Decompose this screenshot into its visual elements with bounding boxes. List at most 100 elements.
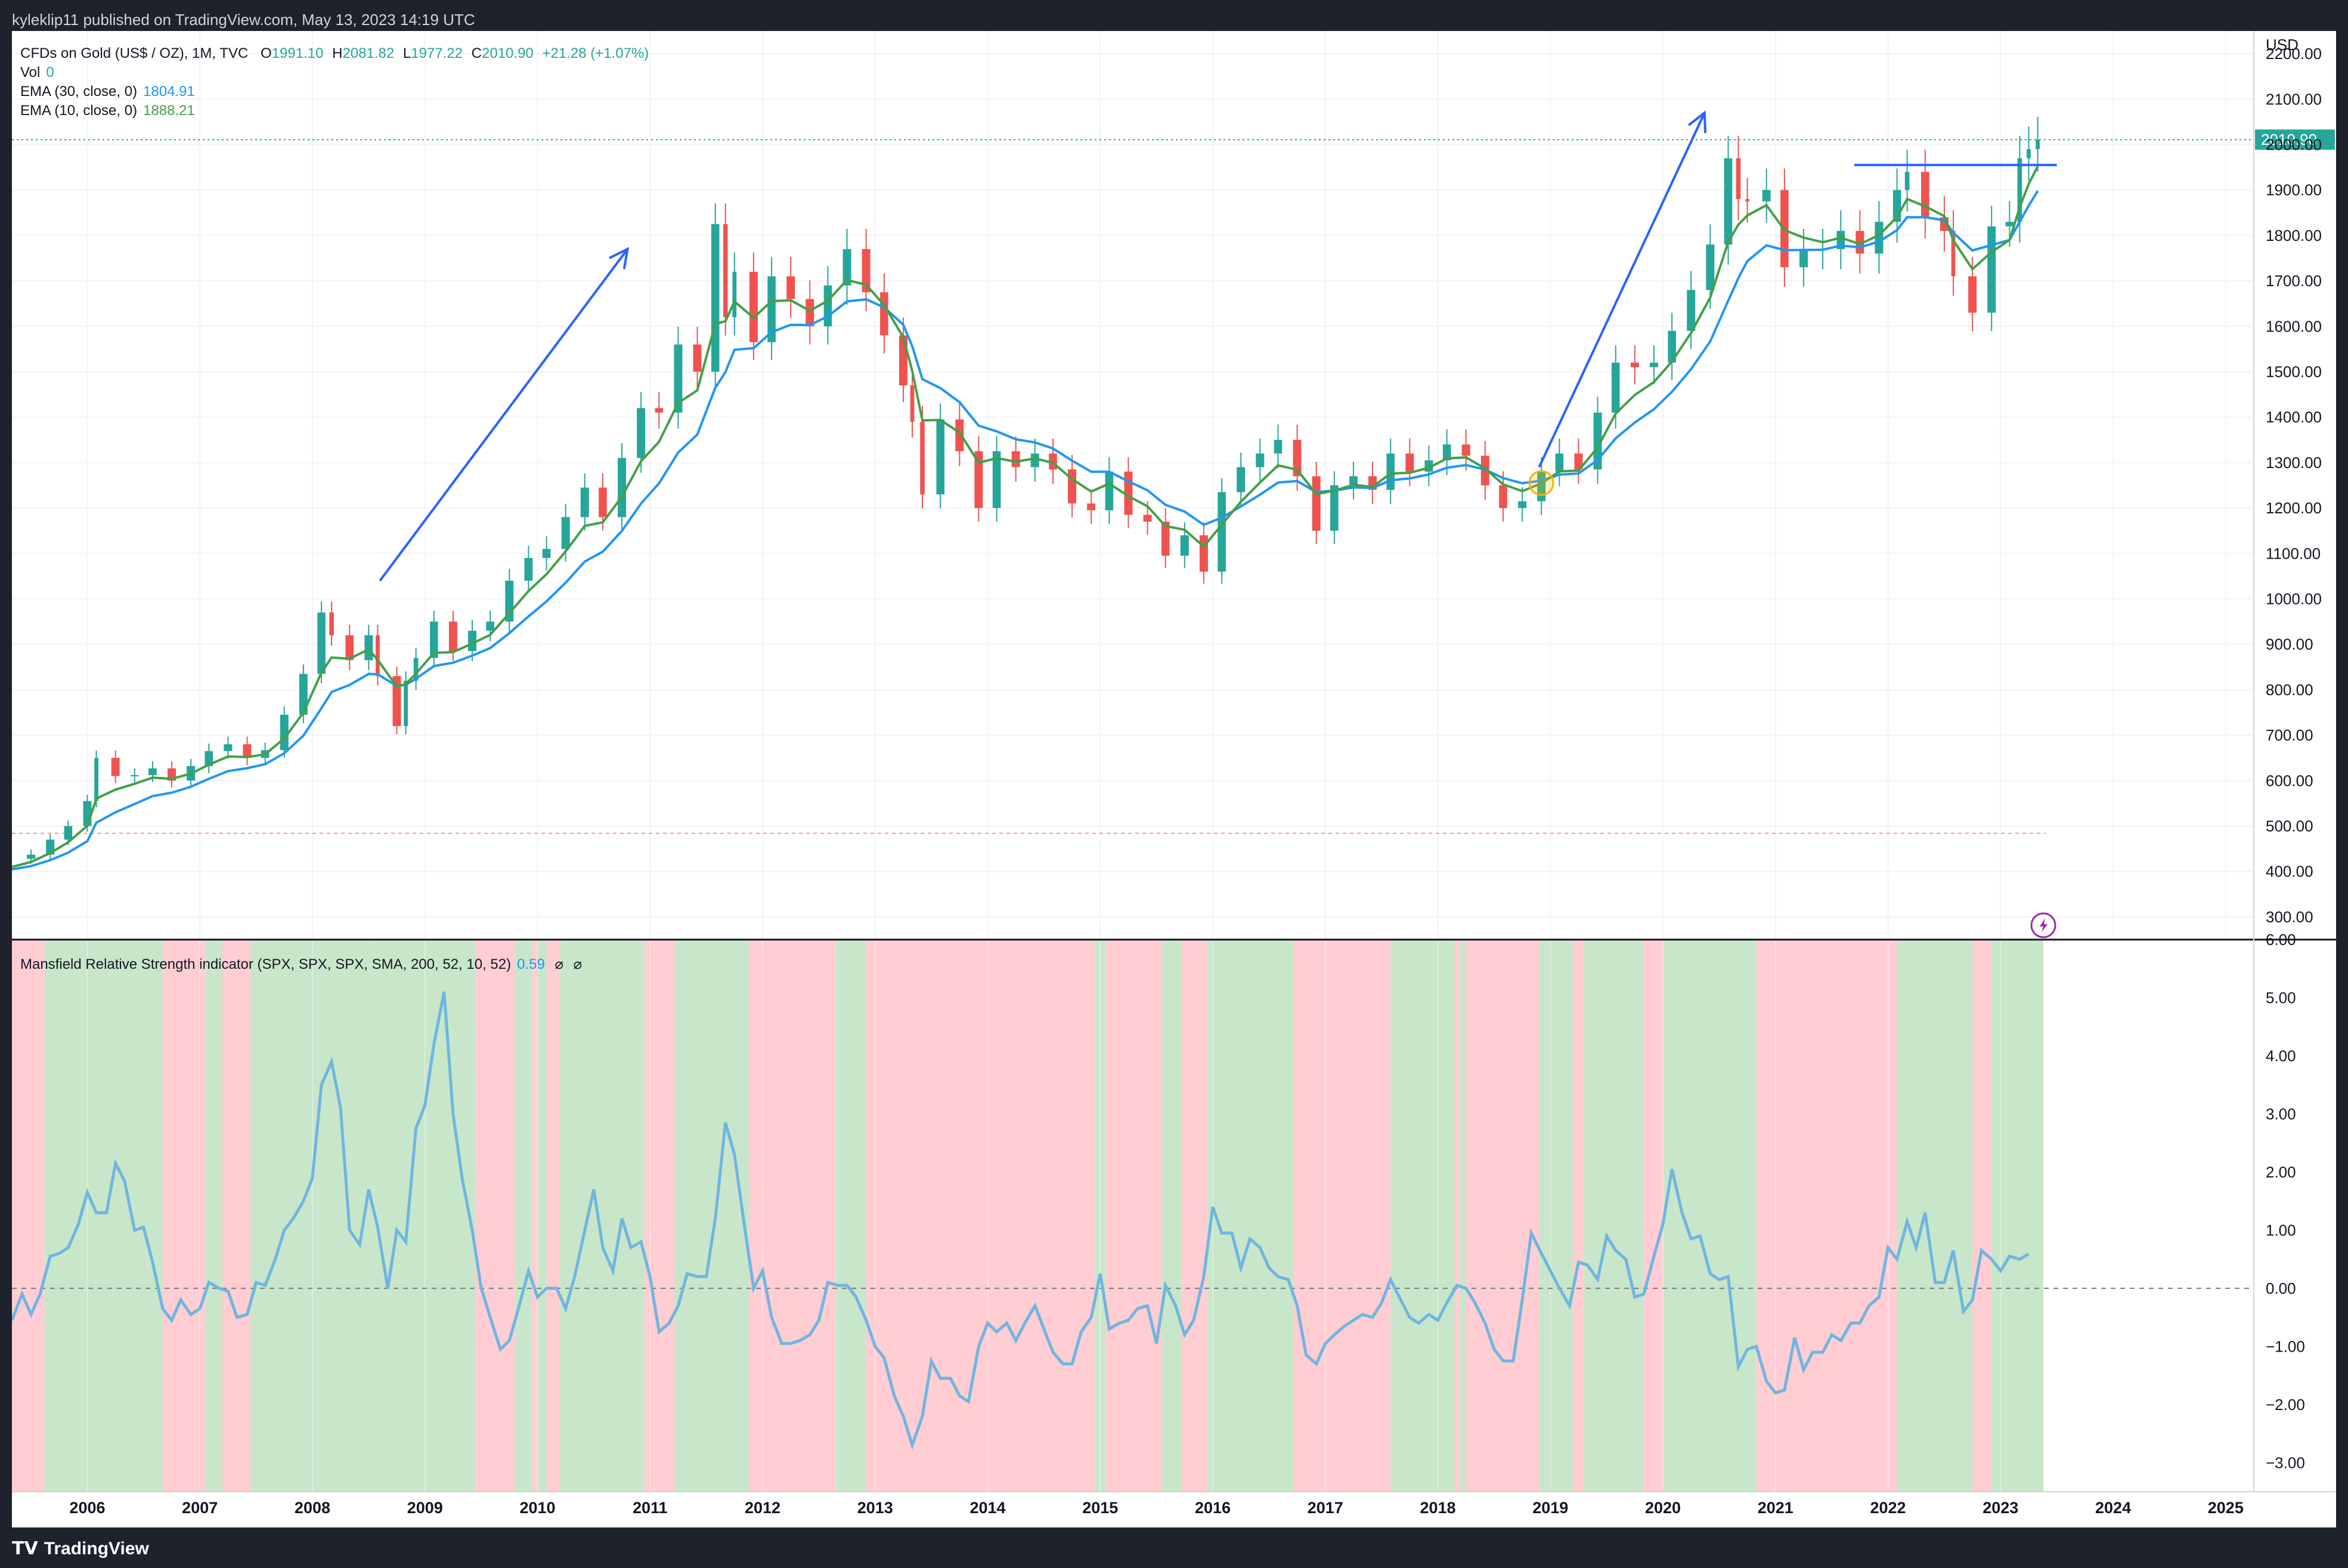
brand-name: TradingView	[44, 1539, 149, 1558]
price-tick-label: 900.00	[2266, 636, 2313, 653]
candle-body	[1518, 501, 1527, 509]
rs-region-negative	[1181, 940, 1207, 1492]
candle-body	[1987, 226, 1996, 313]
candle-body	[430, 621, 438, 658]
rs-region-positive	[1460, 940, 1466, 1492]
candle-body	[1087, 503, 1096, 510]
price-tick-label: 700.00	[2266, 726, 2313, 744]
ema10-line	[12, 165, 2039, 869]
time-tick-label: 2023	[1983, 1499, 2018, 1517]
candle-body	[1668, 330, 1676, 363]
rs-region-positive	[835, 940, 866, 1492]
ema30-line	[12, 190, 2039, 871]
time-tick-label: 2007	[182, 1499, 218, 1517]
rs-region-positive	[44, 940, 163, 1492]
candle-body	[130, 775, 139, 777]
rs-region-positive	[1584, 940, 1644, 1492]
candle-body	[862, 249, 871, 293]
candle-body	[674, 344, 683, 413]
mansfield-label: Mansfield Relative Strength indicator (S…	[20, 956, 512, 972]
ohlc-close: 2010.90	[482, 45, 534, 61]
candle-body	[1312, 476, 1321, 531]
candle-body	[767, 276, 776, 342]
ohlc-high: 2081.82	[342, 45, 395, 61]
candle-body	[524, 557, 533, 581]
rs-region-positive	[1539, 940, 1573, 1492]
footer: 𝗧𝗩 TradingView	[0, 1527, 2348, 1568]
candle-body	[1256, 453, 1265, 467]
rs-region-negative	[1643, 940, 1664, 1492]
candle-body	[561, 517, 570, 549]
legend-symbol-row: CFDs on Gold (US$ / OZ), 1M, TVC O1991.1…	[20, 45, 649, 62]
time-tick-label: 2014	[969, 1499, 1005, 1517]
time-tick-label: 2009	[407, 1499, 443, 1517]
rs-region-negative	[546, 940, 560, 1492]
rs-region-negative	[12, 940, 45, 1492]
rs-region-positive	[1991, 940, 2044, 1492]
candle-body	[486, 621, 495, 631]
price-tick-label: 1800.00	[2266, 227, 2322, 244]
candle-body	[392, 676, 401, 726]
legend-symbol: CFDs on Gold (US$ / OZ), 1M, TVC	[20, 45, 249, 61]
candle-body	[376, 635, 380, 677]
drawings: 2010.90	[12, 110, 2335, 938]
candle-body	[1921, 172, 1929, 218]
price-tick-label: 1900.00	[2266, 181, 2322, 199]
rs-region-negative	[162, 940, 206, 1492]
candle-body	[936, 419, 945, 495]
rs-region-positive	[1663, 940, 1757, 1492]
time-tick-label: 2020	[1645, 1499, 1681, 1517]
candle-body	[1405, 453, 1414, 472]
candle-body	[806, 299, 814, 327]
tradingview-logo[interactable]: 𝗧𝗩 TradingView	[12, 1538, 149, 1559]
published-text: kyleklip11 published on TradingView.com,…	[12, 11, 475, 29]
time-tick-label: 2011	[633, 1499, 668, 1517]
ema10-label: EMA (10, close, 0)	[20, 103, 138, 119]
rs-region-positive	[374, 940, 476, 1492]
publish-header: kyleklip11 published on TradingView.com,…	[0, 0, 2348, 33]
price-tick-label: 1600.00	[2266, 317, 2322, 335]
rs-region-positive	[537, 940, 547, 1492]
flash-icon-bolt	[2040, 918, 2048, 932]
candle-body	[880, 292, 888, 336]
candle-body	[711, 224, 720, 372]
price-tick-label: 2200.00	[2266, 45, 2322, 63]
candle-body	[1951, 231, 1956, 277]
rs-region-positive	[1094, 940, 1106, 1492]
rs-tick-label: 1.00	[2266, 1221, 2296, 1239]
candle-body	[1461, 444, 1470, 456]
price-tick-label: 800.00	[2266, 681, 2313, 699]
candle-body	[94, 758, 98, 801]
rs-region-negative	[1466, 940, 1539, 1492]
candle-body	[1649, 362, 1658, 367]
candle-body	[1161, 521, 1170, 556]
rs-region-negative	[1573, 940, 1584, 1492]
ema10-value: 1888.21	[143, 103, 195, 119]
candle-body	[732, 271, 737, 318]
currency-label: USD	[2266, 36, 2299, 54]
rs-tick-label: 2.00	[2266, 1163, 2296, 1181]
candle-body	[1904, 172, 1910, 190]
candle-body	[1030, 453, 1039, 467]
rs-region-positive	[515, 940, 532, 1492]
candle-body	[329, 612, 334, 636]
rs-tick-label: 4.00	[2266, 1047, 2296, 1065]
candle-body	[2027, 149, 2031, 159]
ohlc-change: +21.28 (+1.07%)	[542, 45, 649, 61]
candle-body	[1836, 231, 1845, 249]
candle-body	[1555, 453, 1564, 472]
price-tick-label: 1100.00	[2266, 544, 2321, 562]
rs-region-negative	[1454, 940, 1461, 1492]
gold-chart[interactable]: 2010.90 300.00 400.00 500.00 600.00 700.00 80…	[12, 31, 2336, 1527]
candle-body	[1593, 413, 1602, 470]
time-tick-label: 2016	[1195, 1499, 1231, 1517]
candle-body	[148, 768, 157, 776]
candle-body	[299, 674, 308, 715]
rs-region-positive	[1390, 940, 1455, 1492]
candle-body	[1180, 535, 1189, 556]
candle-body	[1386, 453, 1395, 490]
ohlc-low: 1977.22	[411, 45, 463, 61]
price-tick-label: 300.00	[2266, 908, 2313, 926]
ohlc-close-label: C	[471, 45, 482, 61]
legend-ema10-row: EMA (10, close, 0) 1888.21	[20, 103, 195, 119]
